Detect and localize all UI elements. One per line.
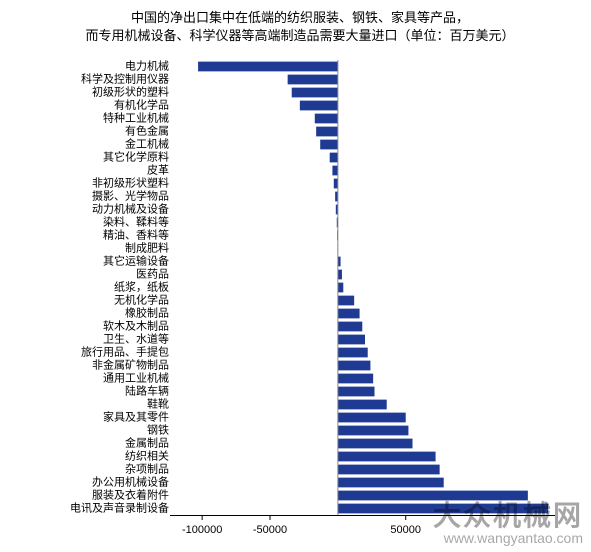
category-label: 科学及控制用仪器	[81, 71, 169, 85]
bar	[316, 127, 338, 137]
category-label: 服装及衣着附件	[92, 487, 169, 501]
category-label: 鞋靴	[147, 396, 169, 410]
category-label: 杂项制品	[125, 462, 169, 475]
bar	[334, 179, 338, 189]
bar	[288, 75, 338, 85]
bar	[338, 478, 444, 488]
bar	[338, 439, 413, 449]
bar	[198, 62, 338, 72]
x-tick-label: -50000	[253, 524, 287, 536]
category-label: 初级形状的塑料	[92, 84, 169, 98]
category-label: 皮革	[147, 162, 169, 176]
chart-container: 中国的净出口集中在低端的纺织服装、钢铁、家具等产品， 而专用机械设备、科学仪器等高…	[0, 0, 591, 552]
category-label: 有机化学品	[114, 97, 169, 111]
bar	[338, 270, 342, 280]
category-label: 橡胶制品	[125, 305, 169, 319]
category-label: 特种工业机械	[103, 110, 169, 124]
category-label: 家具及其零件	[103, 409, 169, 423]
category-label: 电力机械	[125, 58, 169, 72]
bar	[330, 153, 338, 163]
bar	[300, 101, 338, 111]
category-label: 办公用机械设备	[92, 474, 169, 488]
chart-title-1: 中国的净出口集中在低端的纺织服装、钢铁、家具等产品，	[131, 10, 469, 25]
category-label: 软木及木制品	[103, 318, 169, 332]
category-label: 制成肥料	[125, 240, 169, 254]
category-label: 陆路车辆	[125, 383, 169, 397]
category-label: 旅行用品、手提包	[81, 344, 169, 358]
category-label: 金属制品	[125, 435, 169, 449]
bar-chart: 中国的净出口集中在低端的纺织服装、钢铁、家具等产品， 而专用机械设备、科学仪器等高…	[0, 0, 591, 552]
bar	[338, 348, 368, 358]
category-label: 无机化学品	[114, 292, 169, 306]
category-label: 通用工业机械	[103, 370, 169, 384]
bar	[338, 335, 365, 345]
bar	[338, 491, 528, 501]
bar	[338, 322, 362, 332]
bar	[292, 88, 338, 98]
category-label: 摄影、光学物品	[92, 188, 169, 202]
category-label: 纸浆，纸板	[114, 279, 169, 293]
category-label: 金工机械	[125, 136, 169, 150]
category-label: 钢铁	[147, 423, 169, 436]
bar	[338, 296, 354, 306]
category-label: 其它运输设备	[103, 253, 169, 267]
bar	[338, 413, 406, 423]
bar	[332, 166, 337, 176]
category-label: 染料、鞣料等	[103, 214, 169, 228]
category-label: 纺织相关	[125, 448, 169, 462]
x-tick-label: -100000	[182, 524, 222, 536]
category-label: 医药品	[136, 267, 169, 280]
bar	[338, 465, 440, 475]
bar	[338, 504, 548, 514]
bar	[315, 114, 338, 124]
bar	[338, 452, 436, 462]
bar	[338, 374, 373, 384]
category-label: 其它化学原料	[103, 149, 169, 163]
bar	[338, 400, 387, 410]
category-label: 动力机械及设备	[92, 201, 169, 215]
category-label: 精油、香料等	[103, 227, 169, 241]
bar	[338, 426, 409, 436]
bar	[338, 387, 375, 397]
category-label: 电讯及声音录制设备	[70, 500, 169, 514]
x-tick-label: 50000	[390, 524, 421, 536]
category-label: 非初级形状塑料	[92, 175, 169, 189]
chart-title-2: 而专用机械设备、科学仪器等高端制造品需要大量进口（单位：百万美元）	[85, 28, 514, 43]
bar	[338, 361, 371, 371]
category-label: 有色金属	[125, 123, 169, 137]
bar	[338, 309, 360, 319]
category-label: 卫生、水道等	[103, 331, 169, 345]
bar	[320, 140, 338, 150]
bar	[338, 283, 343, 293]
category-label: 非金属矿物制品	[92, 357, 169, 371]
